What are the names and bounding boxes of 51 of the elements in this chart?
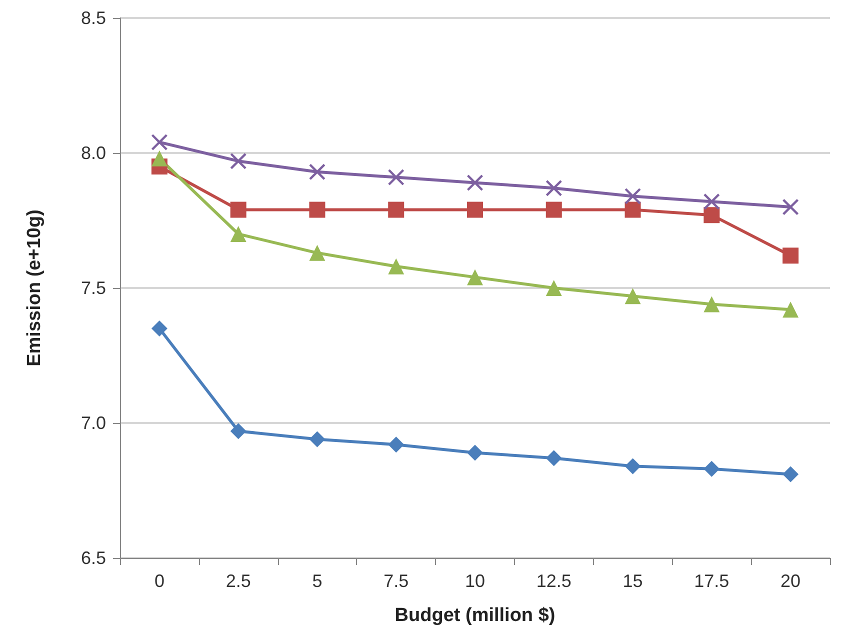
point <box>546 202 562 218</box>
point <box>388 258 404 274</box>
point <box>704 207 720 224</box>
point <box>388 169 404 186</box>
point <box>624 202 641 218</box>
y-tick-label: 7.5 <box>80 278 106 298</box>
point <box>467 174 483 191</box>
point <box>230 226 246 242</box>
y-axis-title: Emission (e+10g) <box>24 210 45 366</box>
point <box>151 320 168 336</box>
point <box>309 202 326 218</box>
x-tick-label: 15 <box>622 571 643 591</box>
point <box>704 296 720 312</box>
point <box>388 436 404 453</box>
point <box>782 199 799 215</box>
x-tick-label: 17.5 <box>694 571 730 591</box>
point <box>624 288 641 304</box>
y-tick-label: 6.5 <box>80 548 106 568</box>
x-tick-label: 20 <box>780 571 801 591</box>
point <box>546 180 562 196</box>
x-axis-title: Budget (million $) <box>394 605 556 626</box>
point <box>467 202 483 218</box>
point <box>309 431 326 448</box>
x-tick-label: 10 <box>464 571 486 591</box>
x-tick-label: 12.5 <box>536 571 572 591</box>
x-tick-label: 0 <box>154 571 164 591</box>
point <box>704 194 720 210</box>
x-tick-label: 2.5 <box>226 571 251 591</box>
x-tick-label: 7.5 <box>384 571 409 591</box>
y-tick-label: 7.0 <box>80 413 106 433</box>
point <box>230 153 246 170</box>
point <box>151 150 168 166</box>
point <box>624 188 641 204</box>
y-tick-label: 8.5 <box>80 8 106 28</box>
point <box>230 202 246 218</box>
point <box>546 280 562 296</box>
point <box>782 302 799 318</box>
point <box>782 248 799 264</box>
x-tick-label: 5 <box>312 571 322 591</box>
point <box>467 444 483 461</box>
point <box>467 269 483 286</box>
y-tick-label: 8.0 <box>80 143 106 163</box>
point <box>230 423 246 440</box>
point <box>546 450 562 466</box>
point <box>151 134 168 150</box>
point <box>704 460 720 477</box>
point <box>309 164 326 180</box>
point <box>309 244 326 261</box>
point <box>388 202 404 218</box>
point <box>782 466 799 482</box>
point <box>624 458 641 474</box>
